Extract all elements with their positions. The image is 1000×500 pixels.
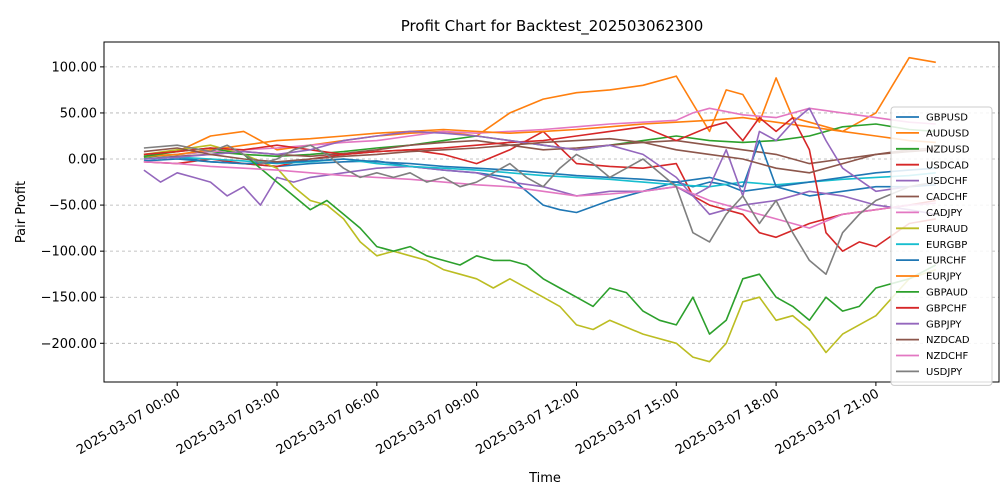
y-tick-label: 50.00 [60, 106, 97, 121]
y-tick-label: 0.00 [68, 153, 97, 168]
legend-label: GBPUSD [926, 113, 968, 124]
x-axis-label: Time [528, 471, 561, 486]
legend-label: AUDUSD [926, 129, 970, 140]
legend-label: USDCHF [926, 176, 968, 187]
legend-label: CADJPY [926, 208, 963, 219]
series-lines [143, 56, 937, 363]
series-line-usdcad [143, 130, 936, 239]
grid-lines [104, 66, 999, 344]
legend-label: CADCHF [926, 192, 968, 203]
legend-label: EURAUD [926, 224, 968, 235]
series-line-nzdchf [143, 161, 936, 229]
series-line-gbpusd [143, 156, 936, 214]
plot-frame [103, 41, 1000, 383]
series-line-nzdcad [143, 137, 936, 174]
legend-label: GBPCHF [926, 303, 967, 314]
y-tick-label: −100.00 [41, 245, 97, 260]
legend-label: USDJPY [926, 367, 963, 378]
series-line-eurjpy [143, 116, 936, 158]
legend-label: EURJPY [926, 272, 962, 283]
series-line-eurchf [143, 139, 936, 188]
y-tick-label: −150.00 [41, 291, 97, 306]
legend-label: EURGBP [926, 240, 967, 251]
y-axis-label: Pair Profit [14, 181, 29, 243]
chart-title: Profit Chart for Backtest_202503062300 [401, 17, 704, 36]
legend-box [890, 106, 993, 386]
legend-label: USDCAD [926, 160, 969, 171]
legend-label: NZDCAD [926, 335, 970, 346]
legend-label: NZDUSD [926, 144, 970, 155]
series-line-usdjpy [143, 144, 936, 276]
legend-label: NZDCHF [926, 351, 969, 362]
series-line-gbpaud [143, 147, 937, 335]
series-line-gbpjpy [143, 107, 936, 197]
legend-label: GBPJPY [926, 319, 962, 330]
y-tick-label: 100.00 [52, 60, 98, 75]
legend-label: EURCHF [926, 256, 967, 267]
legend: GBPUSD AUDUSD NZDUSD USDCAD USDCHF CADCHF CADJ… [890, 106, 993, 386]
series-line-euraud [143, 144, 937, 363]
y-tick-label: −200.00 [41, 337, 97, 352]
series-line-gbpchf [143, 116, 936, 252]
legend-label: GBPAUD [926, 288, 968, 299]
y-tick-label: −50.00 [49, 199, 97, 214]
series-line-cadjpy [143, 107, 936, 158]
